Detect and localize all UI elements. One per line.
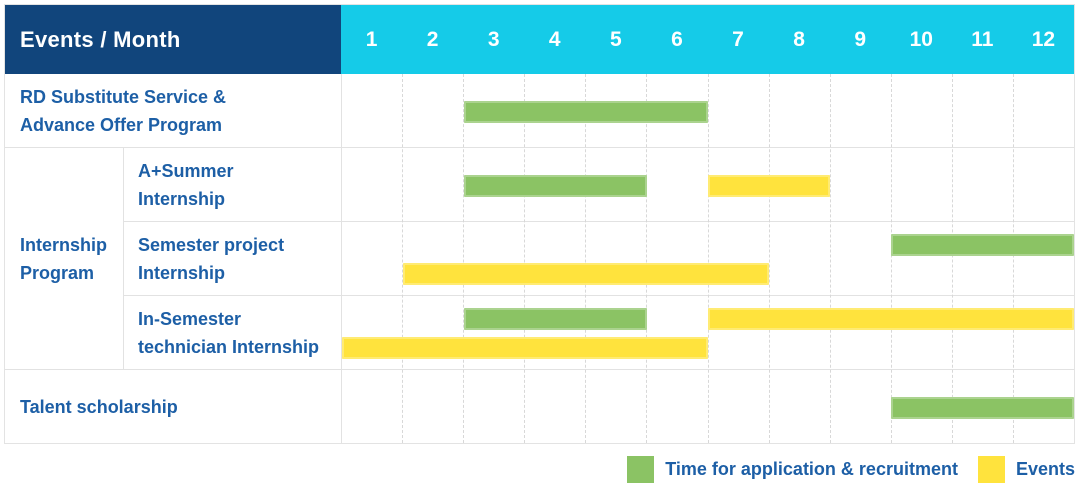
- month-header-cell-1: 1: [365, 27, 378, 51]
- month-header-cell-5: 5: [610, 27, 622, 51]
- gantt-bar-application: [891, 397, 1074, 419]
- month-header-cell-7: 7: [732, 27, 744, 51]
- legend-events-label: Events: [1015, 459, 1075, 479]
- legend-item-events: Events: [977, 456, 1075, 483]
- month-header-strip: 1 2 3 4 5 6 7 8 9 10 11 12: [341, 5, 1074, 74]
- month-header-cell-11: 11: [971, 27, 994, 51]
- month-track: [341, 148, 1074, 221]
- gantt-bar-application: [464, 308, 647, 330]
- row-label: A+Summer Internship: [138, 160, 234, 209]
- gantt-bar-event: [708, 175, 830, 197]
- group-rows: A+Summer Internship Semester project Inte…: [124, 148, 1074, 369]
- month-header-cell-10: 10: [909, 27, 933, 51]
- table-row: A+Summer Internship: [124, 148, 1074, 221]
- table-row: RD Substitute Service & Advance Offer Pr…: [5, 74, 1074, 147]
- group-block-internship-program: Internship Program A+Summer Internship Sem…: [5, 147, 1074, 369]
- events-color-swatch-icon: [977, 456, 1005, 483]
- month-track: [341, 370, 1074, 443]
- month-track: [341, 222, 1074, 295]
- row-label: Talent scholarship: [20, 396, 178, 417]
- row-label: RD Substitute Service & Advance Offer Pr…: [20, 86, 227, 135]
- gantt-bar-event: [342, 337, 708, 359]
- month-track: [341, 74, 1074, 147]
- gantt-table: Events / Month 1 2 3 4 5 6 7 8 9 10 11 12 RD Substi…: [4, 4, 1075, 444]
- legend: Time for application & recruitment Event…: [607, 456, 1075, 483]
- month-header-cell-9: 9: [854, 27, 866, 51]
- month-header-cell-2: 2: [426, 27, 439, 51]
- table-header-row: Events / Month 1 2 3 4 5 6 7 8 9 10 11 12: [5, 5, 1074, 74]
- gantt-bar-application: [464, 175, 647, 197]
- table-row: Semester project Internship: [124, 221, 1074, 295]
- month-header-cell-4: 4: [548, 27, 561, 51]
- table-row: Talent scholarship: [5, 369, 1074, 443]
- table-row: In-Semester technician Internship: [124, 295, 1074, 369]
- month-header-cell-6: 6: [671, 27, 683, 51]
- gantt-bar-application: [891, 234, 1074, 256]
- month-track: [341, 296, 1074, 369]
- group-label: Internship Program: [5, 148, 124, 369]
- events-month-header-cell: Events / Month: [5, 5, 341, 74]
- table-body: RD Substitute Service & Advance Offer Pr…: [5, 74, 1074, 443]
- legend-item-application: Time for application & recruitment: [627, 456, 958, 483]
- month-header-cell-12: 12: [1031, 27, 1056, 51]
- gantt-bar-event: [403, 263, 769, 285]
- legend-application-label: Time for application & recruitment: [665, 459, 958, 479]
- month-header-cell-8: 8: [793, 27, 805, 51]
- month-header-cell-3: 3: [487, 27, 500, 51]
- gantt-bar-event: [708, 308, 1074, 330]
- row-label: Semester project Internship: [138, 234, 285, 283]
- application-color-swatch-icon: [627, 456, 655, 483]
- row-label: In-Semester technician Internship: [138, 308, 320, 357]
- gantt-bar-application: [464, 101, 708, 123]
